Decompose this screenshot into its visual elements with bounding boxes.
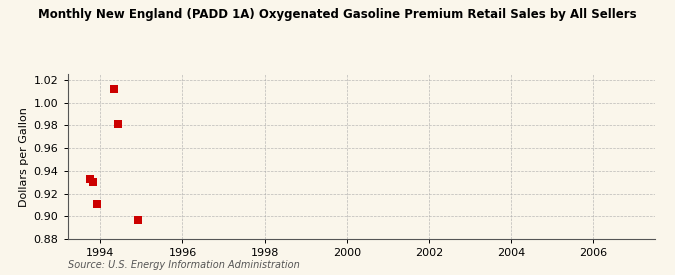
Point	[112, 122, 123, 127]
Text: Monthly New England (PADD 1A) Oxygenated Gasoline Premium Retail Sales by All Se: Monthly New England (PADD 1A) Oxygenated…	[38, 8, 637, 21]
Point	[109, 87, 119, 91]
Text: Source: U.S. Energy Information Administration: Source: U.S. Energy Information Administ…	[68, 260, 299, 270]
Point	[84, 177, 95, 181]
Point	[133, 218, 144, 222]
Y-axis label: Dollars per Gallon: Dollars per Gallon	[20, 107, 30, 207]
Point	[88, 180, 99, 185]
Point	[92, 202, 103, 206]
